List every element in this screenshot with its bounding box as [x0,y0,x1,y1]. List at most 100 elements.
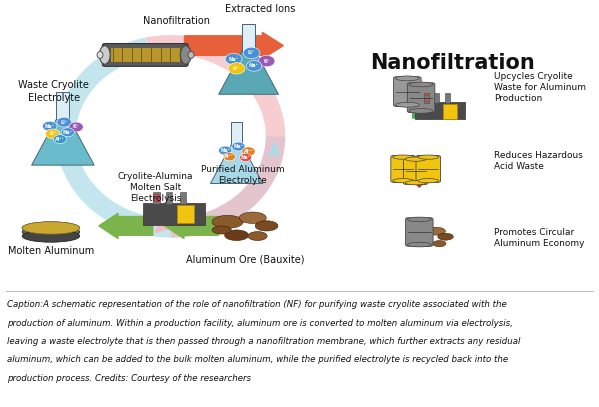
Ellipse shape [395,76,419,81]
Text: K⁺: K⁺ [73,125,79,129]
FancyBboxPatch shape [407,83,435,113]
Circle shape [223,153,235,161]
Bar [424,98,430,99]
Text: Nanofiltration: Nanofiltration [143,16,210,26]
Circle shape [57,117,71,127]
Text: K⁺: K⁺ [264,59,270,63]
Ellipse shape [427,227,445,235]
Polygon shape [210,145,263,184]
Ellipse shape [393,179,413,183]
Text: Na⁺: Na⁺ [62,130,73,135]
FancyArrow shape [165,213,219,239]
Circle shape [243,47,260,59]
Text: Al³⁺: Al³⁺ [55,137,65,142]
Text: Li⁺: Li⁺ [60,120,68,125]
Text: Waste Cryolite
Electrolyte: Waste Cryolite Electrolyte [19,80,89,103]
Circle shape [240,153,252,162]
Ellipse shape [409,237,422,242]
Ellipse shape [248,232,267,241]
Text: Na⁺: Na⁺ [44,124,55,129]
FancyBboxPatch shape [406,218,433,246]
Text: Caption:A schematic representation of the role of nanofiltration (NF) for purify: Caption:A schematic representation of th… [7,300,507,309]
FancyArrow shape [99,213,153,239]
Text: Promotes Circular
Aluminum Economy: Promotes Circular Aluminum Economy [494,228,585,248]
Text: Purified Aluminum
Electrolyte: Purified Aluminum Electrolyte [201,165,285,185]
Bar [153,194,161,195]
FancyArrow shape [408,157,431,187]
Ellipse shape [255,221,278,231]
FancyBboxPatch shape [111,48,181,62]
Circle shape [232,142,245,151]
Text: Li⁺: Li⁺ [233,66,240,71]
Bar [180,192,186,204]
Ellipse shape [240,212,266,223]
FancyBboxPatch shape [391,155,416,182]
Bar [424,93,429,103]
Text: Extracted Ions: Extracted Ions [225,4,296,14]
Polygon shape [242,24,255,50]
Text: Li⁺: Li⁺ [49,131,56,136]
Text: Upcycles Cryolite
Waste for Aluminum
Production: Upcycles Cryolite Waste for Aluminum Pro… [494,72,586,103]
Circle shape [246,61,262,71]
Ellipse shape [407,217,431,222]
Bar [424,95,430,96]
FancyBboxPatch shape [394,77,421,106]
Bar [443,104,456,119]
Polygon shape [231,122,242,145]
Polygon shape [32,119,94,165]
Ellipse shape [225,230,249,241]
Circle shape [46,129,60,139]
Text: Al³⁺: Al³⁺ [225,154,234,159]
Ellipse shape [406,157,426,161]
Circle shape [53,135,66,144]
Text: Al³⁺: Al³⁺ [244,149,253,154]
Circle shape [258,55,275,67]
Text: leaving a waste electrolyte that is then passed through a nanofiltration membran: leaving a waste electrolyte that is then… [7,337,521,346]
Text: Na⁺: Na⁺ [249,63,259,68]
Ellipse shape [433,241,446,247]
Ellipse shape [212,226,231,234]
Ellipse shape [407,242,431,247]
Ellipse shape [22,230,80,242]
Bar [434,93,439,103]
Ellipse shape [212,215,243,228]
Circle shape [225,53,242,65]
Text: aluminum, which can be added to the bulk molten aluminum, while the purified ele: aluminum, which can be added to the bulk… [7,355,509,364]
Text: Na⁺: Na⁺ [228,57,239,61]
Circle shape [228,63,245,74]
Ellipse shape [97,52,103,58]
Text: Reduces Hazardous
Acid Waste: Reduces Hazardous Acid Waste [494,151,583,171]
Text: Molten Aluminum: Molten Aluminum [8,246,94,256]
Ellipse shape [22,222,80,234]
Ellipse shape [438,233,453,240]
FancyBboxPatch shape [102,44,188,66]
Ellipse shape [406,181,426,185]
Ellipse shape [409,109,433,113]
Circle shape [43,121,57,131]
Bar [424,101,430,102]
Ellipse shape [409,230,429,239]
FancyArrow shape [184,33,283,59]
Bar [415,103,465,120]
Ellipse shape [395,103,419,107]
Bar [153,192,160,204]
Bar [445,93,450,103]
Ellipse shape [393,155,413,159]
Text: Li⁺: Li⁺ [248,50,255,55]
Circle shape [61,128,74,137]
Bar [177,206,194,223]
Ellipse shape [418,179,438,183]
Text: Na⁺: Na⁺ [220,148,231,153]
Polygon shape [56,92,69,119]
Text: Na⁺: Na⁺ [240,155,251,160]
Circle shape [242,147,255,156]
Bar [166,192,172,204]
Text: production of aluminum. Within a production facility, aluminum ore is converted : production of aluminum. Within a product… [7,319,513,328]
Ellipse shape [409,82,433,87]
FancyBboxPatch shape [404,158,428,184]
Text: Cryolite-Alumina
Molten Salt
Electrolysis: Cryolite-Alumina Molten Salt Electrolysi… [118,172,193,203]
Text: Aluminum Ore (Bauxite): Aluminum Ore (Bauxite) [186,254,305,265]
Bar [153,197,161,199]
FancyBboxPatch shape [416,155,441,182]
Ellipse shape [188,52,194,58]
